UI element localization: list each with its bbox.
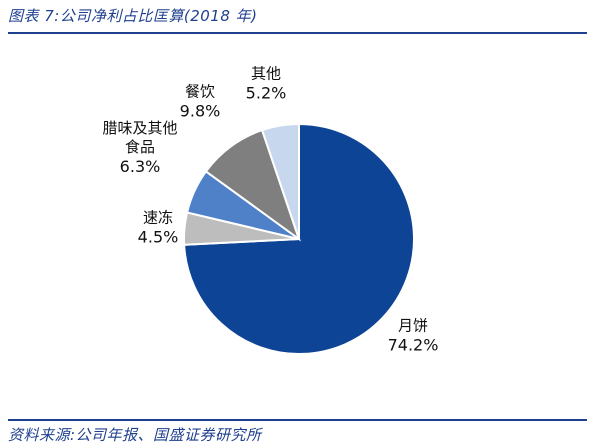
slice-label: 其他 5.2% [246,65,287,103]
title-rule [8,32,587,34]
slice-value-label: 5.2% [246,84,287,103]
slice-label: 餐饮 9.8% [180,83,221,121]
slice-category-label: 食品 [125,138,155,156]
slice-label: 月饼 74.2% [388,317,439,355]
slice-value-label: 9.8% [180,102,221,121]
slice-label: 腊味及其他食品 6.3% [102,119,177,176]
slice-label: 速冻 4.5% [138,209,179,247]
slice-category-label: 腊味及其他 [102,119,177,137]
source-rule [8,419,587,421]
slice-category-label: 速冻 [143,209,173,227]
slice-value-label: 6.3% [120,157,161,176]
figure-source: 资料来源:公司年报、国盛证券研究所 [8,426,262,444]
slice-value-label: 4.5% [138,228,179,247]
figure-title: 图表 7:公司净利占比匡算(2018 年) [8,7,258,25]
pie-slices [183,122,415,355]
slice-category-label: 其他 [251,65,281,83]
slice-category-label: 月饼 [398,317,428,335]
pie-slice [260,122,300,240]
slice-category-label: 餐饮 [185,83,215,101]
pie-labels: 月饼 74.2%速冻 4.5%腊味及其他食品 6.3%餐饮 9.8%其他 5.2% [102,65,438,355]
slice-value-label: 74.2% [388,336,439,355]
